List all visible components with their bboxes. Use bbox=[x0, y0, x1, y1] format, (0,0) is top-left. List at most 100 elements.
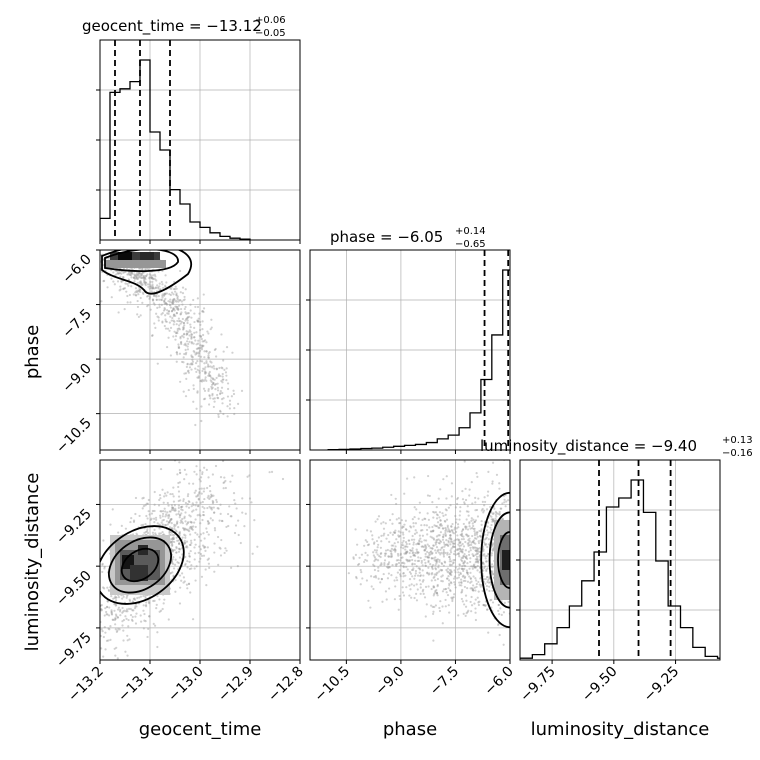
geocent-phase-sample-point bbox=[215, 368, 218, 371]
phase-lumdist-sample-point bbox=[469, 527, 472, 530]
phase-lumdist-sample-point bbox=[482, 549, 485, 553]
geocent-phase-sample-point bbox=[123, 308, 126, 311]
geocent-lumdist-sample-point bbox=[184, 534, 187, 537]
geocent-phase-sample-point bbox=[119, 275, 122, 278]
phase-lumdist-sample-point bbox=[502, 643, 505, 646]
phase-lumdist-sample-point bbox=[417, 551, 420, 554]
geocent-lumdist-sample-point bbox=[237, 519, 240, 522]
phase-lumdist-sample-point bbox=[402, 561, 405, 564]
geocent-lumdist-sample-point bbox=[144, 619, 147, 623]
phase-lumdist-sample-point bbox=[415, 508, 418, 511]
geocent-phase-sample-point bbox=[137, 289, 141, 292]
phase-lumdist-sample-point bbox=[471, 526, 474, 530]
phase-lumdist-sample-point bbox=[405, 542, 408, 546]
phase-lumdist-sample-point bbox=[429, 551, 432, 554]
geocent-phase-sample-point bbox=[147, 267, 150, 270]
geocent-phase-sample-point bbox=[175, 287, 178, 290]
geocent-phase-sample-point bbox=[107, 257, 110, 260]
phase-lumdist-sample-point bbox=[421, 580, 424, 583]
geocent-phase-sample-point bbox=[208, 394, 211, 397]
geocent-lumdist-sample-point bbox=[104, 631, 107, 634]
phase-lumdist-sample-point bbox=[464, 575, 467, 578]
phase-lumdist-sample-point bbox=[491, 520, 494, 523]
geocent-lumdist-sample-point bbox=[127, 618, 130, 622]
geocent-phase-sample-point bbox=[166, 327, 170, 330]
geocent-lumdist-sample-point bbox=[224, 486, 227, 490]
phase-lumdist-sample-point bbox=[458, 544, 461, 548]
geocent-lumdist-sample-point bbox=[198, 487, 201, 490]
geocent-lumdist-density-cell bbox=[130, 565, 148, 581]
geocent-phase-sample-point bbox=[151, 334, 154, 337]
geocent-phase-sample-point bbox=[172, 314, 175, 318]
geocent-phase-sample-point bbox=[195, 370, 198, 374]
phase-lumdist-sample-point bbox=[498, 482, 501, 485]
geocent-phase-sample-point bbox=[187, 330, 190, 334]
phase-lumdist-sample-point bbox=[474, 553, 477, 556]
geocent-lumdist-sample-point bbox=[100, 609, 103, 612]
phase-lumdist-sample-point bbox=[484, 578, 487, 581]
phase-lumdist-sample-point bbox=[457, 543, 460, 546]
geocent-lumdist-sample-point bbox=[185, 540, 189, 543]
geocent-lumdist-sample-point bbox=[195, 465, 198, 468]
phase-lumdist-sample-point bbox=[431, 551, 434, 555]
geocent-lumdist-sample-point bbox=[158, 532, 161, 535]
phase-lumdist-sample-point bbox=[414, 572, 417, 575]
geocent-lumdist-sample-point bbox=[122, 618, 126, 622]
phase-lumdist-sample-point bbox=[482, 603, 485, 607]
geocent-phase-sample-point bbox=[140, 284, 143, 287]
geocent-lumdist-sample-point bbox=[186, 566, 189, 569]
phase-lumdist-sample-point bbox=[435, 588, 438, 592]
phase-lumdist-sample-point bbox=[417, 517, 420, 520]
phase-lumdist-sample-point bbox=[487, 531, 490, 534]
geocent-lumdist-sample-point bbox=[187, 521, 190, 524]
geocent-lumdist-sample-point bbox=[169, 533, 172, 537]
phase-lumdist-sample-point bbox=[434, 543, 437, 546]
geocent-lumdist-sample-point bbox=[153, 521, 156, 524]
phase-lumdist-sample-point bbox=[380, 551, 383, 555]
phase-lumdist-sample-point bbox=[380, 563, 383, 566]
title-phase: phase = −6.05 bbox=[330, 228, 443, 246]
geocent-lumdist-sample-point bbox=[174, 529, 177, 532]
phase-lumdist-sample-point bbox=[472, 518, 475, 521]
phase-lumdist-sample-point bbox=[419, 537, 422, 540]
geocent-phase-sample-point bbox=[207, 389, 210, 392]
geocent-phase-sample-point bbox=[195, 352, 198, 355]
phase-lumdist-sample-point bbox=[423, 558, 426, 561]
geocent-phase-sample-point bbox=[139, 267, 142, 270]
geocent-phase-sample-point bbox=[172, 302, 175, 305]
geocent-phase-sample-point bbox=[201, 346, 204, 349]
phase-lumdist-sample-point bbox=[436, 583, 439, 587]
phase-lumdist-sample-point bbox=[461, 550, 464, 553]
phase-lumdist-sample-point bbox=[445, 518, 449, 521]
phase-lumdist-sample-point bbox=[491, 518, 495, 521]
phase-lumdist-sample-point bbox=[409, 588, 412, 591]
geocent-phase-sample-point bbox=[184, 344, 188, 347]
phase-lumdist-sample-point bbox=[394, 529, 397, 532]
geocent-phase-sample-point bbox=[203, 362, 206, 365]
phase-lumdist-sample-point bbox=[472, 554, 475, 558]
geocent-phase-sample-point bbox=[222, 359, 225, 362]
geocent-phase-sample-point bbox=[190, 362, 193, 365]
phase-lumdist-sample-point bbox=[435, 517, 439, 520]
phase-lumdist-sample-point bbox=[347, 572, 350, 575]
geocent-lumdist-sample-point bbox=[221, 519, 224, 523]
geocent-phase-sample-point bbox=[177, 343, 180, 346]
geocent-phase-sample-point bbox=[138, 272, 142, 275]
phase-lumdist-sample-point bbox=[435, 551, 438, 555]
geocent-phase-sample-point bbox=[192, 384, 195, 387]
phase-lumdist-sample-point bbox=[476, 552, 479, 555]
phase-lumdist-sample-point bbox=[414, 551, 417, 555]
phase-lumdist-sample-point bbox=[408, 560, 411, 563]
geocent-phase-sample-point bbox=[188, 334, 191, 337]
geocent-phase-sample-point bbox=[157, 316, 160, 319]
geocent-phase-sample-point bbox=[167, 312, 170, 315]
geocent-phase-sample-point bbox=[113, 283, 116, 286]
phase-lumdist-sample-point bbox=[388, 540, 391, 543]
geocent-lumdist-sample-point bbox=[178, 547, 181, 550]
geocent-phase-sample-point bbox=[151, 334, 154, 337]
phase-lumdist-sample-point bbox=[458, 567, 461, 570]
geocent-lumdist-sample-point bbox=[162, 533, 165, 536]
geocent-lumdist-sample-point bbox=[129, 520, 132, 524]
phase-lumdist-sample-point bbox=[438, 606, 441, 610]
phase-lumdist-sample-point bbox=[460, 580, 463, 584]
